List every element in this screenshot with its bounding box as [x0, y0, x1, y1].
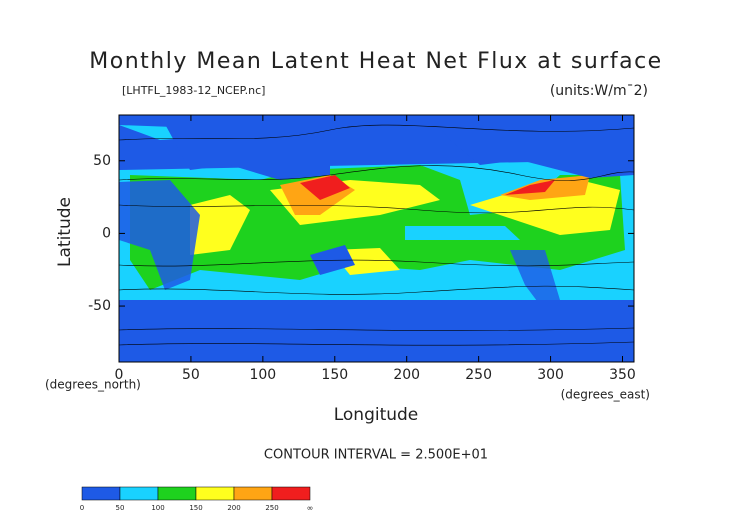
contour-field — [119, 115, 634, 362]
x-tick-label: 200 — [393, 367, 420, 383]
colorbar-label: ∞ — [307, 504, 314, 513]
colorbar-label: 250 — [265, 504, 278, 512]
colorbar-cell — [195, 486, 235, 501]
colorbar-label: 0 — [80, 504, 84, 512]
colorbar-cell — [233, 486, 273, 501]
x-unit: (degrees_east) — [561, 388, 650, 402]
units: (units:W/m¯2) — [550, 83, 648, 99]
x-tick-label: 300 — [537, 367, 564, 383]
colorbar-label: 50 — [116, 504, 125, 512]
y-axis-label: Latitude — [55, 197, 75, 267]
colorbar-label: 200 — [227, 504, 240, 512]
plot-frame — [118, 114, 635, 363]
x-tick-label: 350 — [609, 367, 636, 383]
colorbar-cell — [119, 486, 159, 501]
x-tick-label: 0 — [115, 367, 124, 383]
x-tick-label: 150 — [321, 367, 348, 383]
x-tick-label: 100 — [249, 367, 276, 383]
subtitle: [LHTFL_1983-12_NCEP.nc] — [122, 84, 265, 97]
x-tick-label: 250 — [465, 367, 492, 383]
colorbar-label: 150 — [189, 504, 202, 512]
colorbar-cell — [271, 486, 311, 501]
x-tick-label: 50 — [182, 367, 200, 383]
y-tick-label: 0 — [102, 225, 111, 241]
x-axis-label: Longitude — [334, 405, 419, 425]
colorbar-label: 100 — [151, 504, 164, 512]
colorbar-cell — [81, 486, 121, 501]
colorbar-cell — [157, 486, 197, 501]
chart-title: Monthly Mean Latent Heat Net Flux at sur… — [89, 49, 662, 74]
y-tick-label: 50 — [93, 153, 111, 169]
y-unit: (degrees_north) — [45, 378, 141, 392]
contour-note: CONTOUR INTERVAL = 2.500E+01 — [264, 448, 488, 463]
y-tick-label: -50 — [88, 298, 111, 314]
